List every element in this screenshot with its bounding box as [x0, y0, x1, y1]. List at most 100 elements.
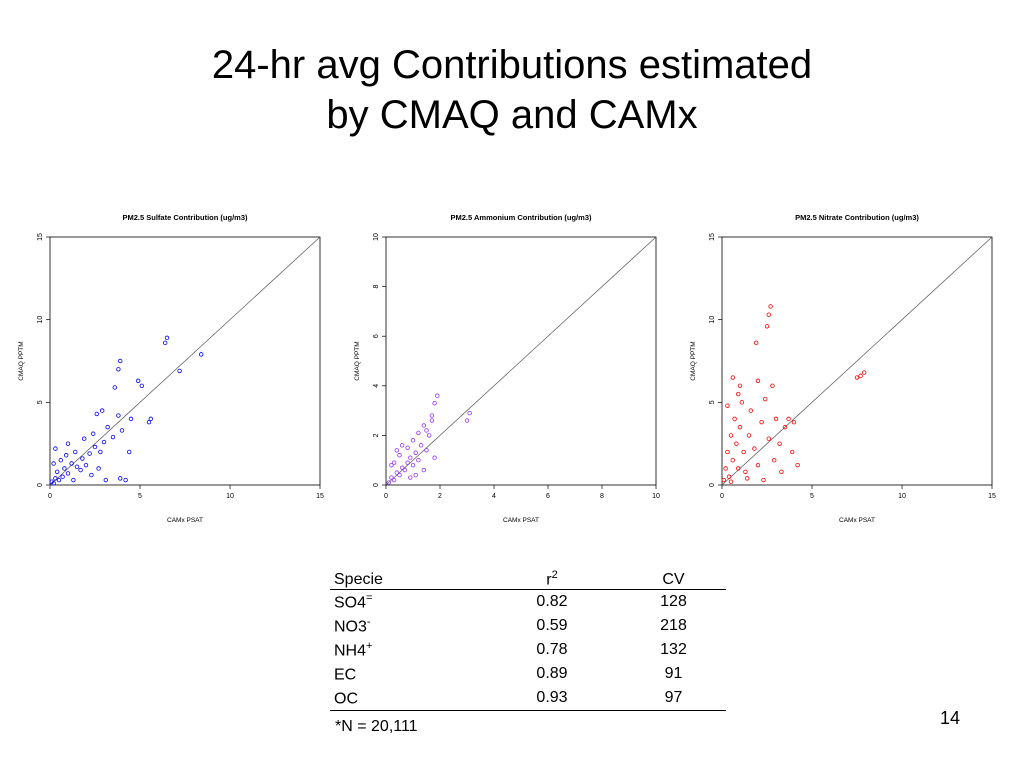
data-point: [117, 476, 123, 481]
one-to-one-line: [385, 236, 657, 486]
header-r2-base: r: [546, 571, 552, 588]
data-point: [736, 466, 741, 471]
data-point: [723, 466, 728, 471]
table-row: SO4= 0.82 128: [330, 590, 726, 615]
specie-name: SO4=: [334, 591, 373, 612]
title-line-1: 24-hr avg Contributions estimated: [211, 43, 813, 87]
data-point: [421, 467, 426, 473]
data-point: [753, 340, 759, 346]
data-point: [432, 400, 437, 406]
data-point: [408, 455, 413, 460]
one-to-one-line: [49, 236, 321, 486]
data-point: [730, 375, 735, 380]
data-point: [410, 462, 416, 468]
r2-value: 0.59: [536, 617, 568, 634]
chart-title: PM2.5 Ammonium Contribution (ug/m3): [451, 213, 592, 222]
data-point: [727, 474, 732, 479]
title-line-2: by CMAQ and CAMx: [326, 93, 698, 137]
data-point: [162, 340, 168, 346]
data-point: [101, 439, 107, 445]
cv-value: 91: [664, 665, 683, 682]
y-axis-label: CMAQ PPTM: [690, 341, 697, 380]
ammonium-scatter-plot: PM2.5 Ammonium Contribution (ug/m3) 0 2 4 6 8…: [346, 205, 676, 535]
data-point: [413, 450, 418, 455]
nitrate-scatter-plot: PM2.5 Nitrate Contribution (ug/m3) 0 5 10 15…: [682, 205, 1012, 535]
data-point: [779, 469, 784, 474]
plot-frame: [385, 236, 657, 486]
sulfate-scatter-plot: PM2.5 Sulfate Contribution (ug/m3) 0 5 10 15…: [10, 205, 340, 535]
data-point: [408, 475, 413, 480]
x-axis-label: CAMx PSAT: [839, 517, 875, 524]
cv-value: 128: [660, 593, 687, 610]
x-tick-label: 15: [988, 493, 996, 500]
data-point: [65, 471, 71, 476]
data-point: [746, 433, 752, 438]
data-point: [725, 449, 730, 455]
data-point: [766, 436, 771, 441]
data-point: [789, 449, 795, 455]
data-point: [764, 324, 770, 329]
r2-value: 0.82: [536, 593, 568, 610]
y-tick-label: 5: [37, 400, 44, 404]
data-point: [110, 434, 116, 440]
data-point: [761, 477, 766, 483]
header-specie: Specie: [330, 563, 483, 590]
data-point: [53, 476, 58, 481]
data-point: [58, 457, 63, 463]
data-point: [65, 441, 71, 446]
specie-name: OC: [330, 686, 483, 711]
data-point: [424, 428, 429, 433]
data-point: [854, 375, 860, 380]
data-point: [410, 438, 416, 443]
data-point: [721, 477, 726, 483]
data-point: [94, 411, 99, 417]
data-point: [786, 416, 791, 422]
data-point: [123, 477, 128, 483]
table-row: OC 0.93 97: [330, 686, 726, 711]
scatter-svg: PM2.5 Sulfate Contribution (ug/m3) 0 5 10 15…: [18, 213, 324, 524]
x-tick-label: 10: [652, 493, 660, 500]
y-tick-label: 15: [37, 233, 44, 241]
plot-frame: [49, 236, 321, 486]
data-point: [80, 456, 85, 461]
data-point: [426, 433, 432, 438]
data-point: [739, 400, 744, 405]
y-axis-label: CMAQ PPTM: [18, 341, 25, 380]
scatter-svg: PM2.5 Nitrate Contribution (ug/m3) 0 5 10 15…: [690, 213, 996, 524]
x-tick-label: 0: [384, 493, 388, 500]
data-point: [755, 378, 761, 384]
data-point: [177, 368, 182, 374]
y-tick-label: 10: [709, 316, 716, 324]
table-row: NO3- 0.59 218: [330, 614, 726, 638]
data-point: [128, 416, 134, 422]
y-tick-label: 0: [37, 483, 44, 487]
data-point: [782, 424, 788, 430]
data-point: [391, 477, 397, 483]
slide-title: 24-hr avg Contributions estimated by CMA…: [0, 40, 1024, 140]
statistics-table: Specie r2 CV SO4= 0.82 128 NO3- 0.59 218…: [330, 563, 726, 711]
data-point: [117, 358, 123, 364]
data-point: [116, 367, 121, 372]
data-point: [400, 443, 405, 448]
data-point: [51, 461, 56, 466]
data-point: [402, 467, 408, 473]
data-point: [467, 410, 472, 416]
specie-name: EC: [334, 666, 357, 684]
y-tick-label: 10: [373, 233, 380, 241]
data-point: [56, 477, 62, 483]
y-tick-label: 15: [709, 233, 716, 241]
data-point: [766, 312, 771, 317]
data-point: [394, 470, 399, 475]
data-point: [762, 396, 768, 402]
one-to-one-line: [721, 236, 993, 486]
x-tick-label: 4: [492, 493, 496, 500]
data-point: [51, 481, 56, 486]
x-tick-label: 5: [810, 493, 814, 500]
data-point: [736, 391, 741, 397]
data-point: [748, 408, 753, 413]
data-point: [126, 449, 132, 455]
cv-value: 218: [660, 617, 687, 634]
data-point: [773, 416, 779, 422]
data-point: [777, 441, 782, 446]
data-point: [413, 472, 418, 478]
